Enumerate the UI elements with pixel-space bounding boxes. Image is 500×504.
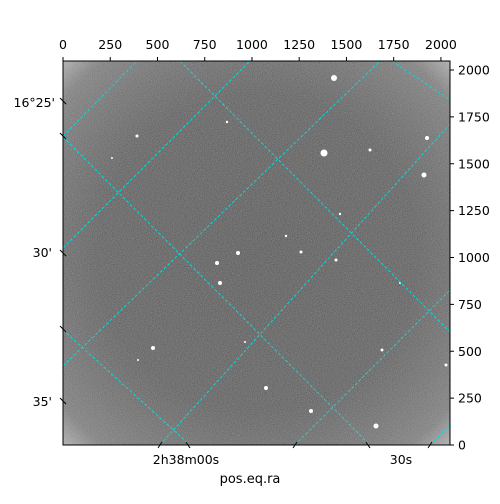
star [380,348,384,352]
left-axis [59,97,67,405]
top-tick-label: 1250 [283,37,315,52]
star [135,134,139,138]
top-tick-label: 250 [98,37,122,52]
star [137,359,139,361]
ra-tick-label: 30s [390,452,412,467]
star [373,423,379,429]
grid-line [63,61,138,137]
star [218,281,222,285]
top-tick-label: 500 [146,37,170,52]
star [225,120,229,124]
star [264,386,268,390]
star [151,346,155,350]
ra-tick [365,441,371,449]
grid-line [179,61,450,333]
star-sources [111,75,448,429]
ra-tick [427,441,433,449]
grid-line [63,136,371,445]
ra-tick [157,441,163,449]
dec-tick [59,132,67,140]
star [320,149,328,157]
star [425,136,429,140]
right-tick-label: 2000 [458,63,490,78]
dec-tick [59,249,67,257]
grid-line [63,329,191,445]
x-axis-label: pos.eq.ra [219,472,281,487]
dec-tick [59,397,67,405]
dec-tick [59,325,67,333]
dec-tick-label: 30' [33,245,52,260]
right-tick-label: 0 [458,438,466,453]
grid-line [63,61,251,249]
ra-tick [292,441,298,449]
star [309,409,313,413]
right-tick-label: 1250 [458,203,490,218]
right-axis: 0 250 500 750 1000 1250 1500 1750 2000 [450,63,490,453]
star [236,251,240,255]
right-tick-label: 1000 [458,250,490,265]
star [444,363,448,367]
sky-image [63,61,450,445]
top-tick-label: 1000 [236,37,268,52]
top-tick-label: 0 [59,37,67,52]
star [111,157,113,159]
star [368,148,372,152]
ra-tick [185,441,191,449]
top-tick-label: 2000 [425,37,457,52]
top-axis: 0 250 500 750 1000 1250 1500 1750 2000 [59,37,457,61]
grid-line [159,123,450,445]
dec-tick [59,97,67,105]
grid-line [391,61,450,101]
coordinate-grid [63,61,450,445]
dec-tick-label: 35' [33,394,52,409]
star [338,212,342,216]
star [215,261,219,265]
top-tick-label: 1750 [378,37,410,52]
dec-tick-label: 16°25' [14,95,56,110]
star [284,234,288,238]
right-tick-label: 250 [458,391,482,406]
top-tick-label: 1500 [331,37,363,52]
star [299,250,303,254]
star [334,258,338,262]
right-tick-label: 1500 [458,156,490,171]
right-tick-label: 1750 [458,109,490,124]
star [331,75,337,81]
star [421,172,427,178]
star [244,341,246,343]
grid-line [63,61,381,367]
top-tick-label: 750 [193,37,217,52]
right-tick-label: 500 [458,344,482,359]
bottom-axis [157,441,433,449]
ra-tick-label: 2h38m00s [153,452,219,467]
right-tick-label: 750 [458,297,482,312]
grid-line [294,289,450,445]
